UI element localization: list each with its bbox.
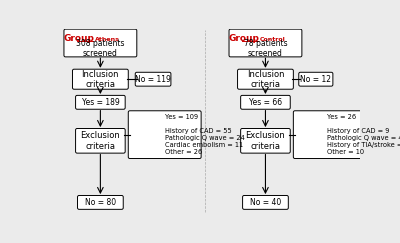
FancyBboxPatch shape — [128, 111, 201, 158]
FancyBboxPatch shape — [241, 129, 290, 153]
Text: No = 12: No = 12 — [300, 75, 331, 84]
Text: No = 40: No = 40 — [250, 198, 281, 207]
FancyBboxPatch shape — [76, 95, 125, 109]
Text: Yes = 189: Yes = 189 — [82, 98, 119, 107]
FancyBboxPatch shape — [72, 69, 128, 89]
FancyBboxPatch shape — [242, 195, 288, 209]
FancyBboxPatch shape — [241, 95, 290, 109]
Text: 78 patients
screened: 78 patients screened — [244, 39, 287, 58]
Text: Exclusion
criteria: Exclusion criteria — [246, 131, 285, 150]
Text: Group: Group — [228, 34, 259, 43]
Text: No = 119: No = 119 — [135, 75, 171, 84]
Text: Exclusion
criteria: Exclusion criteria — [80, 131, 120, 150]
FancyBboxPatch shape — [135, 72, 171, 86]
Text: 308 patients
screened: 308 patients screened — [76, 39, 125, 58]
Text: Group: Group — [63, 34, 94, 43]
Text: Athens: Athens — [95, 37, 120, 43]
Text: Inclusion
criteria: Inclusion criteria — [247, 69, 284, 89]
FancyBboxPatch shape — [238, 69, 293, 89]
FancyBboxPatch shape — [299, 72, 333, 86]
FancyBboxPatch shape — [64, 29, 137, 57]
FancyBboxPatch shape — [229, 29, 302, 57]
Text: Control: Control — [260, 37, 286, 43]
Text: No = 80: No = 80 — [85, 198, 116, 207]
FancyBboxPatch shape — [76, 129, 125, 153]
FancyBboxPatch shape — [293, 111, 362, 158]
Text: Yes = 26

History of CAD = 9
Pathologic Q wave = 4
History of TIA/stroke = 7
Oth: Yes = 26 History of CAD = 9 Pathologic Q… — [328, 114, 400, 155]
FancyBboxPatch shape — [78, 195, 123, 209]
Text: Yes = 66: Yes = 66 — [249, 98, 282, 107]
Text: Inclusion
criteria: Inclusion criteria — [82, 69, 119, 89]
Text: Yes = 109

History of CAD = 55
Pathologic Q wave = 24
Cardiac embolism = 11
Othe: Yes = 109 History of CAD = 55 Pathologic… — [165, 114, 244, 155]
